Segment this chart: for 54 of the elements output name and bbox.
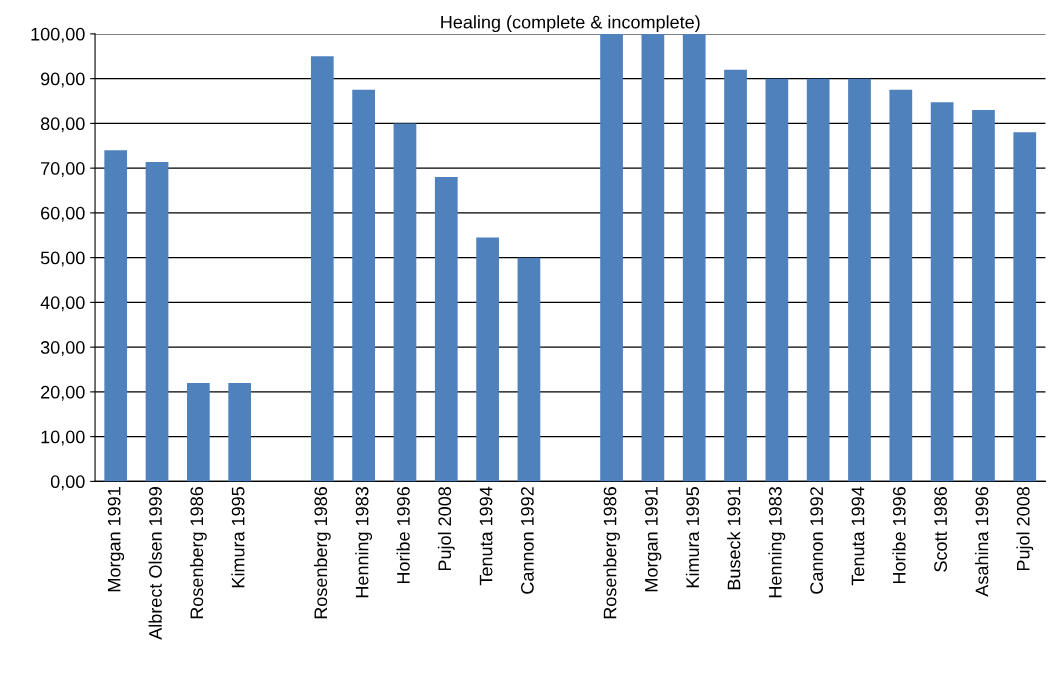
bar <box>310 56 334 482</box>
y-tick-label: 20,00 <box>41 385 85 401</box>
bar <box>600 33 623 482</box>
bar <box>393 123 417 482</box>
x-tick-label: Buseck 1991 <box>727 487 741 590</box>
chart-title: Healing (complete & incomplete) <box>441 15 700 33</box>
x-tick-label: Henning 1983 <box>768 487 786 598</box>
bar <box>765 78 789 482</box>
bar <box>145 161 169 482</box>
x-tick-label: Scott 1986 <box>934 487 947 572</box>
x-tick-label: Morgan 1991 <box>107 487 125 592</box>
bar <box>682 33 706 482</box>
y-tick-label: 50,00 <box>40 251 85 267</box>
y-tick-label: 40,00 <box>40 296 85 312</box>
x-tick-label: Horibe 1996 <box>396 487 410 584</box>
bar <box>517 257 541 482</box>
bar <box>104 150 128 482</box>
y-tick-label: 100,00 <box>31 27 85 43</box>
bar <box>352 89 375 482</box>
y-tick-label: 60,00 <box>41 206 85 222</box>
x-tick-label: Pujol 2008 <box>1016 487 1034 571</box>
x-tick-label: Tenuta 1994 <box>851 486 865 586</box>
bar <box>186 382 210 482</box>
y-tick-label: 30,00 <box>40 341 85 356</box>
bar <box>228 382 252 482</box>
bar <box>1013 132 1037 482</box>
bar <box>476 237 499 482</box>
bar <box>434 177 458 482</box>
x-tick-label: Rosenberg 1986 <box>189 487 207 619</box>
x-tick-label: Pujol 2008 <box>437 487 455 571</box>
x-tick-label: Kimura 1995 <box>231 486 245 588</box>
x-tick-label: Cannon 1992 <box>810 487 824 594</box>
y-tick-label: 70,00 <box>41 162 85 177</box>
x-tick-label: Henning 1983 <box>355 487 373 598</box>
x-tick-label: Horibe 1996 <box>892 487 906 584</box>
y-tick-label: 0,00 <box>50 475 85 491</box>
bar <box>848 78 871 482</box>
bar <box>972 109 995 482</box>
x-tick-label: Rosenberg 1986 <box>313 487 331 619</box>
x-tick-label: Albrect Olsen 1999 <box>148 487 162 640</box>
x-tick-label: Cannon 1992 <box>520 487 534 594</box>
y-tick-label: 90,00 <box>40 72 85 88</box>
x-tick-label: Asahina 1996 <box>975 487 989 597</box>
bar <box>930 102 954 482</box>
bar <box>724 69 747 482</box>
bar <box>889 89 913 482</box>
x-tick-label: Kimura 1995 <box>685 486 700 588</box>
x-tick-label: Tenuta 1994 <box>479 486 493 586</box>
x-tick-label: Rosenberg 1986 <box>603 487 620 619</box>
bar <box>641 33 665 482</box>
bar <box>806 78 830 482</box>
x-tick-label: Morgan 1991 <box>644 487 662 592</box>
y-tick-label: 80,00 <box>40 117 85 133</box>
y-tick-label: 10,00 <box>41 430 85 446</box>
